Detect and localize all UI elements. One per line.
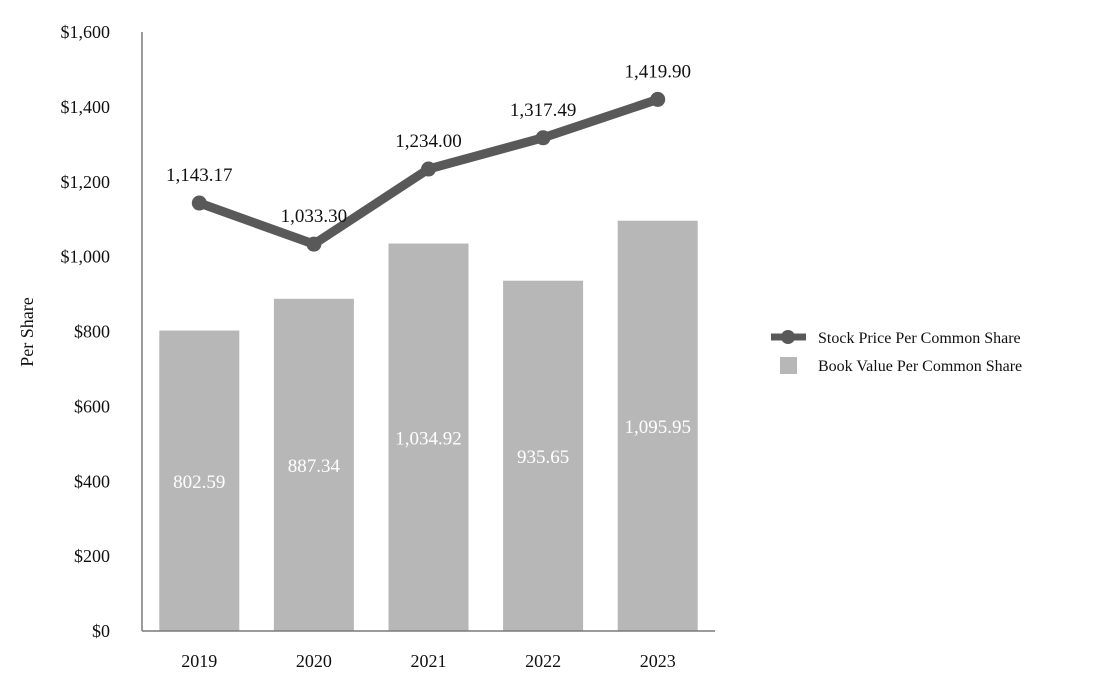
- bar: [388, 243, 469, 631]
- legend-line-marker: [781, 330, 795, 344]
- y-tick-label: $1,200: [61, 172, 111, 192]
- line-data-label: 1,234.00: [395, 131, 462, 152]
- bar-data-label: 1,095.95: [624, 417, 691, 438]
- legend-label: Stock Price Per Common Share: [818, 330, 1021, 347]
- bar-data-label: 802.59: [173, 472, 225, 493]
- line-point: [650, 91, 666, 107]
- y-tick-label: $1,400: [61, 97, 111, 117]
- y-tick-label: $1,600: [61, 22, 111, 42]
- y-tick-label: $1,000: [61, 247, 111, 267]
- x-tick-label: 2019: [181, 651, 217, 671]
- line-data-label: 1,419.90: [624, 61, 691, 82]
- line-point: [421, 161, 436, 177]
- x-tick-label: 2023: [640, 651, 676, 671]
- bar-data-label: 935.65: [517, 447, 569, 468]
- y-tick-label: $800: [74, 322, 110, 342]
- line-data-label: 1,143.17: [166, 165, 233, 186]
- bar-data-label: 887.34: [288, 456, 341, 477]
- bar: [617, 220, 698, 631]
- axes: Per Share $0 $200 $400 $600 $800 $1,000 $1,200…: [17, 22, 715, 671]
- line-data-label: 1,317.49: [510, 100, 577, 121]
- y-tick-label: $200: [74, 546, 110, 566]
- x-tick-label: 2021: [411, 651, 447, 671]
- y-axis-label: Per Share: [17, 297, 37, 366]
- bar: [159, 330, 240, 631]
- x-tick-label: 2020: [296, 651, 332, 671]
- legend-label: Book Value Per Common Share: [818, 358, 1022, 375]
- legend-bar-swatch: [780, 357, 797, 374]
- bar-series: 802.59 887.34 1,034.92 935.65 1,095.95: [159, 220, 698, 631]
- y-tick-label: $400: [74, 471, 110, 491]
- legend: Stock Price Per Common Share Book Value P…: [771, 330, 1022, 375]
- x-tick-label: 2022: [525, 651, 561, 671]
- line-point: [306, 236, 322, 252]
- bar: [503, 280, 584, 631]
- line-point: [191, 195, 207, 211]
- y-tick-label: $600: [74, 396, 110, 416]
- y-tick-label: $0: [92, 621, 110, 641]
- bar: [273, 298, 354, 631]
- line-data-label: 1,033.30: [281, 206, 348, 227]
- line-series: 1,143.17 1,033.30 1,234.00 1,317.49 1,419.90: [166, 61, 691, 252]
- bar-data-label: 1,034.92: [395, 428, 462, 449]
- line-point: [535, 130, 551, 146]
